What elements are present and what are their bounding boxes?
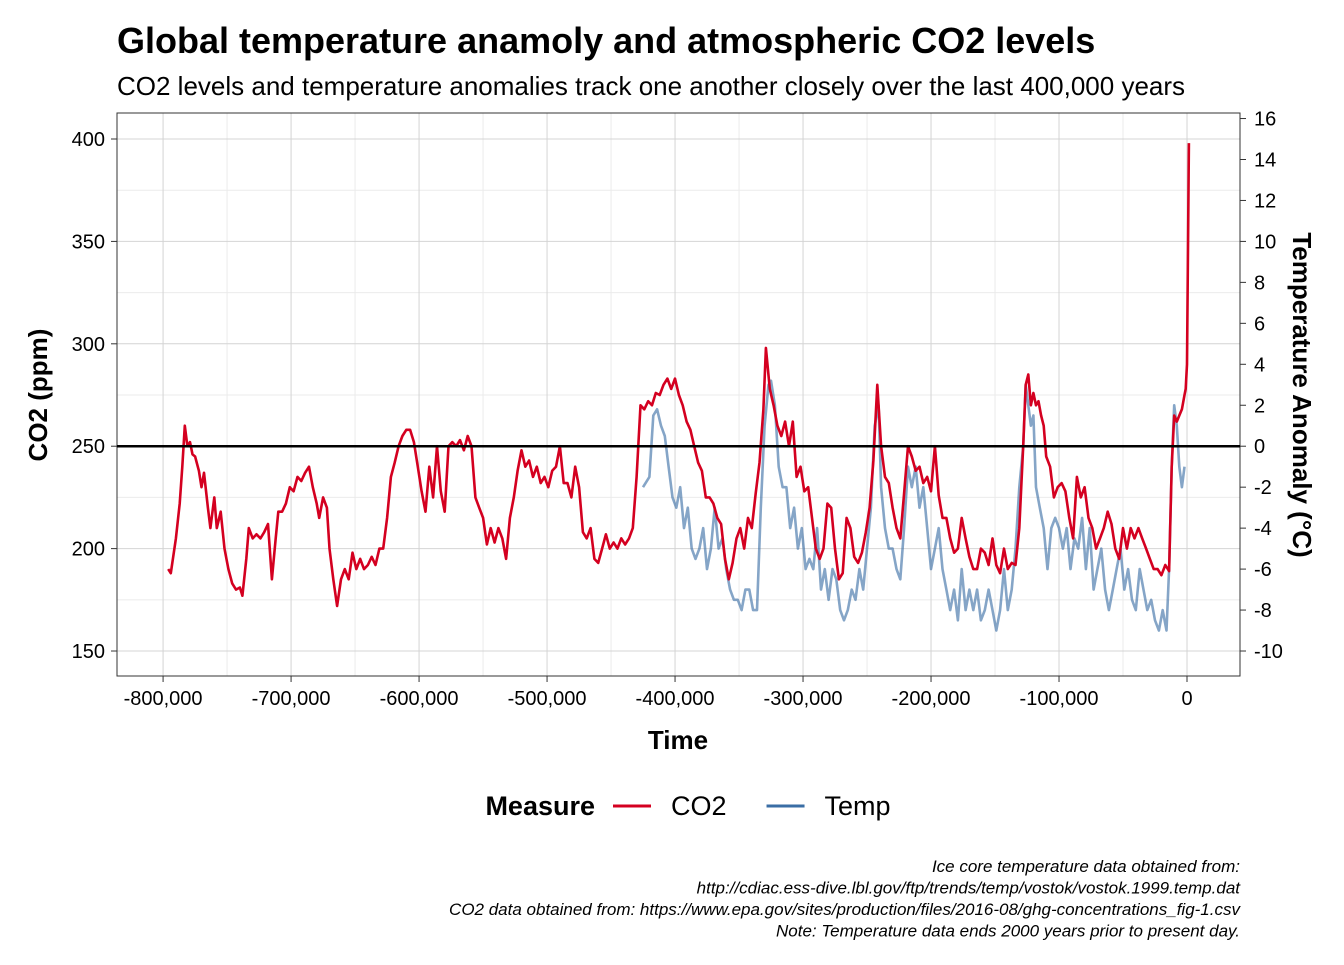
x-tick-label: 0 xyxy=(1181,688,1192,710)
caption: Note: Temperature data ends 2000 years p… xyxy=(776,922,1240,941)
y2-tick-label: 14 xyxy=(1254,149,1276,171)
y2-tick-label: -10 xyxy=(1254,641,1283,663)
caption: http://cdiac.ess-dive.lbl.gov/ftp/trends… xyxy=(697,879,1242,898)
y-tick-label: 200 xyxy=(72,539,105,561)
y2-tick-label: 16 xyxy=(1254,109,1276,131)
y2-tick-label: -4 xyxy=(1254,518,1272,540)
y2-tick-label: 4 xyxy=(1254,354,1265,376)
x-axis-title: Time xyxy=(648,725,708,755)
x-tick-label: -600,000 xyxy=(380,688,459,710)
x-tick-label: -700,000 xyxy=(252,688,331,710)
x-tick-label: -400,000 xyxy=(636,688,715,710)
plot-border xyxy=(116,112,1241,677)
x-tick-label: -800,000 xyxy=(124,688,203,710)
legend-label: CO2 xyxy=(671,791,727,821)
chart-subtitle: CO2 levels and temperature anomalies tra… xyxy=(117,71,1185,101)
chart-title: Global temperature anamoly and atmospher… xyxy=(117,20,1095,61)
x-tick-label: -300,000 xyxy=(764,688,843,710)
y-tick-label: 350 xyxy=(72,231,105,253)
y-tick-label: 400 xyxy=(72,129,105,151)
y-tick-label: 250 xyxy=(72,436,105,458)
x-tick-label: -500,000 xyxy=(508,688,587,710)
y-tick-label: 150 xyxy=(72,641,105,663)
y2-tick-label: -6 xyxy=(1254,559,1272,581)
legend-title: Measure xyxy=(485,791,595,821)
caption: CO2 data obtained from: https://www.epa.… xyxy=(449,900,1241,919)
y2-axis-title: Temperature Anomaly (°C) xyxy=(1287,232,1317,557)
y-axis-title: CO2 (ppm) xyxy=(23,329,53,462)
series-line xyxy=(167,143,1191,608)
y-tick-label: 300 xyxy=(72,334,105,356)
y2-tick-label: -8 xyxy=(1254,600,1272,622)
series-line xyxy=(641,379,1186,632)
x-tick-label: -100,000 xyxy=(1020,688,1099,710)
legend-label: Temp xyxy=(825,791,891,821)
y2-tick-label: 6 xyxy=(1254,313,1265,335)
y2-tick-label: 8 xyxy=(1254,272,1265,294)
y2-tick-label: 12 xyxy=(1254,190,1276,212)
y2-tick-label: 2 xyxy=(1254,395,1265,417)
y2-tick-label: 0 xyxy=(1254,436,1265,458)
x-tick-label: -200,000 xyxy=(892,688,971,710)
y2-tick-label: -2 xyxy=(1254,477,1272,499)
caption: Ice core temperature data obtained from: xyxy=(932,857,1240,876)
y2-tick-label: 10 xyxy=(1254,231,1276,253)
